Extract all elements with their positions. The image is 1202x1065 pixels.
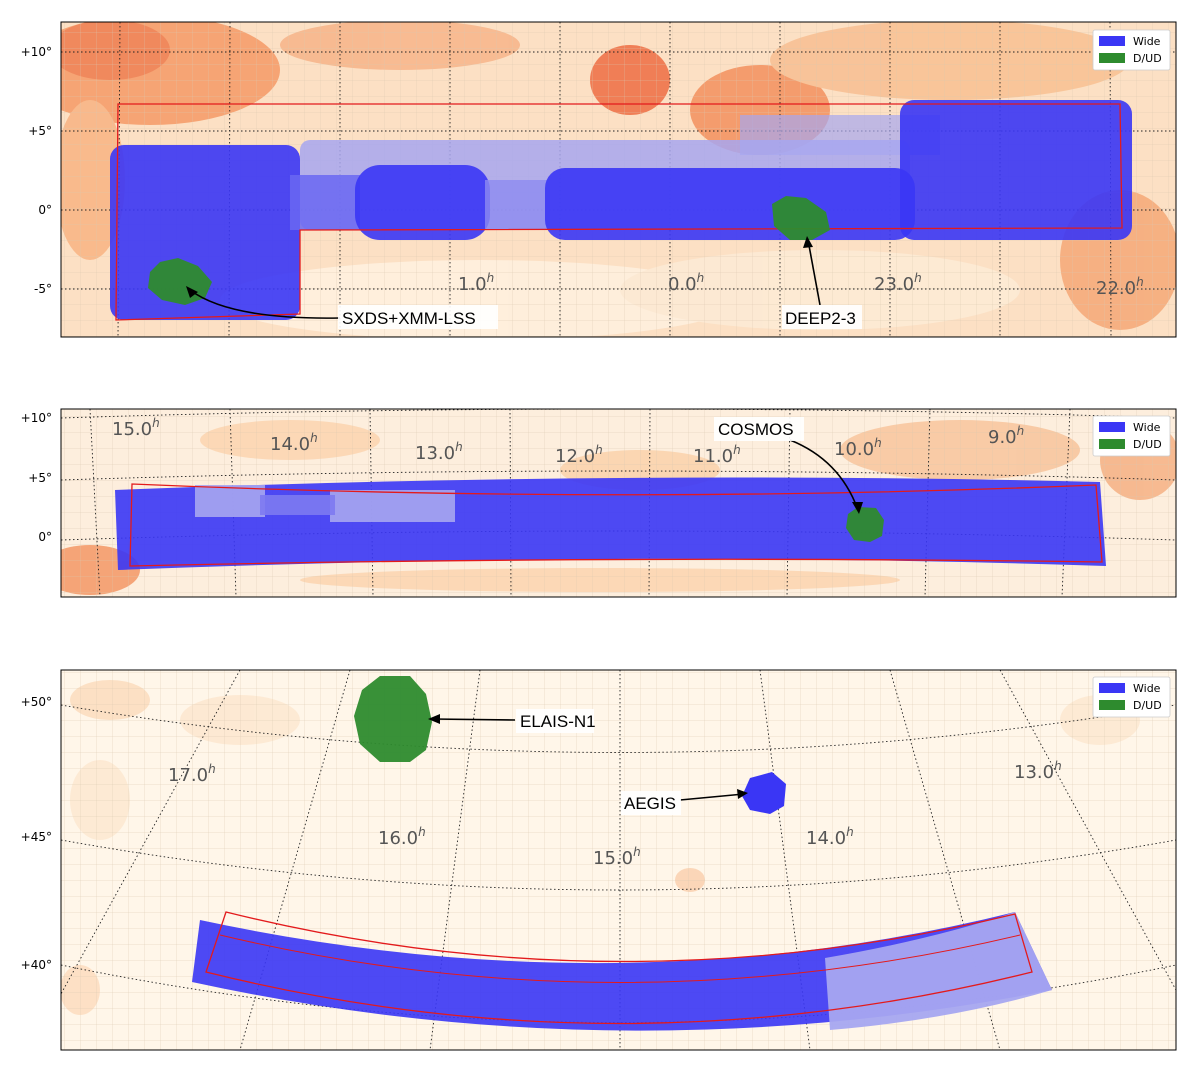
- ra-label: 23.0: [874, 274, 914, 295]
- svg-text:16.0h: 16.0h: [378, 825, 426, 849]
- panel-top: SXDS+XMM-LSS DEEP2-3 1.0h 0.0h 23.0h 22.…: [61, 22, 1176, 337]
- svg-text:0.0h: 0.0h: [668, 271, 704, 295]
- legend-bottom: Wide D/UD: [1092, 676, 1171, 718]
- dud-field-elais-n1: [354, 676, 432, 762]
- arrow-elais-n1: [431, 718, 516, 721]
- svg-text:14.0h: 14.0h: [270, 431, 318, 455]
- legend-dud: D/UD: [1133, 699, 1162, 712]
- svg-text:15.0h: 15.0h: [593, 845, 641, 869]
- arrow-cosmos: [789, 439, 859, 511]
- svg-text:12.0h: 12.0h: [555, 443, 603, 467]
- survey-footprint-outline: [115, 103, 1123, 321]
- svg-text:23.0h: 23.0h: [874, 271, 922, 295]
- svg-text:15.0h: 15.0h: [112, 416, 160, 440]
- dec-tick-labels-middle: +10° +5° 0°: [21, 411, 52, 544]
- svg-text:13.0h: 13.0h: [1014, 759, 1062, 783]
- survey-footprint-outline: [129, 483, 1103, 567]
- legend-dud: D/UD: [1133, 52, 1162, 65]
- svg-text:+45°: +45°: [21, 830, 52, 844]
- svg-text:9.0h: 9.0h: [988, 424, 1024, 448]
- survey-footprint-outline: [205, 911, 1033, 1025]
- arrow-aegis: [679, 793, 745, 801]
- legend-top: Wide D/UD: [1092, 29, 1171, 71]
- svg-text:-5°: -5°: [34, 282, 52, 296]
- field-label-aegis: AEGIS: [624, 794, 676, 813]
- svg-text:+5°: +5°: [28, 124, 52, 138]
- svg-text:+10°: +10°: [21, 411, 52, 425]
- ra-label: 0.0: [668, 274, 697, 295]
- arrow-sxds: [189, 289, 341, 319]
- field-label-cosmos: COSMOS: [718, 420, 794, 439]
- svg-text:11.0h: 11.0h: [693, 443, 741, 467]
- ra-tick-labels: 1.0h 0.0h 23.0h 22.0h: [458, 271, 1144, 299]
- svg-text:13.0h: 13.0h: [415, 440, 463, 464]
- panel-middle: COSMOS 15.0h 14.0h 13.0h 12.0h 11.0h 10.…: [61, 409, 1176, 597]
- svg-text:1.0h: 1.0h: [458, 271, 494, 295]
- arrow-deep2-3: [807, 239, 821, 306]
- dec-tick-labels-bottom: +50° +45° +40°: [21, 695, 52, 972]
- legend-wide: Wide: [1133, 35, 1161, 48]
- ra-tick-labels: 15.0h 14.0h 13.0h 12.0h 11.0h 10.0h 9.0h: [112, 416, 1024, 467]
- legend-wide: Wide: [1133, 421, 1161, 434]
- dud-field-deep2-3: [772, 196, 830, 240]
- svg-text:+10°: +10°: [21, 45, 52, 59]
- svg-text:10.0h: 10.0h: [834, 436, 882, 460]
- svg-text:0°: 0°: [38, 203, 52, 217]
- svg-text:+40°: +40°: [21, 958, 52, 972]
- svg-text:22.0h: 22.0h: [1096, 275, 1144, 299]
- wide-coverage: [192, 772, 1052, 1031]
- ra-label: 22.0: [1096, 278, 1136, 299]
- svg-text:17.0h: 17.0h: [168, 762, 216, 786]
- svg-text:0°: 0°: [38, 530, 52, 544]
- legend-dud: D/UD: [1133, 438, 1162, 451]
- dud-field-cosmos: [846, 507, 884, 542]
- legend-wide: Wide: [1133, 682, 1161, 695]
- ra-label: 1.0: [458, 274, 487, 295]
- wide-coverage: [115, 477, 1106, 570]
- dec-tick-labels-top: +10° +5° 0° -5°: [21, 45, 52, 296]
- field-label-deep2-3: DEEP2-3: [785, 309, 856, 328]
- svg-text:+5°: +5°: [28, 471, 52, 485]
- ra-tick-labels: 17.0h 16.0h 15.0h 14.0h 13.0h: [168, 759, 1062, 869]
- panel-bottom: ELAIS-N1 AEGIS 17.0h 16.0h 15.0h 14.0h 1…: [61, 670, 1176, 1050]
- legend-middle: Wide D/UD: [1092, 415, 1171, 457]
- svg-text:+50°: +50°: [21, 695, 52, 709]
- wide-coverage: [110, 100, 1132, 320]
- svg-text:14.0h: 14.0h: [806, 825, 854, 849]
- field-label-sxds: SXDS+XMM-LSS: [342, 309, 476, 328]
- field-label-elais-n1: ELAIS-N1: [520, 712, 596, 731]
